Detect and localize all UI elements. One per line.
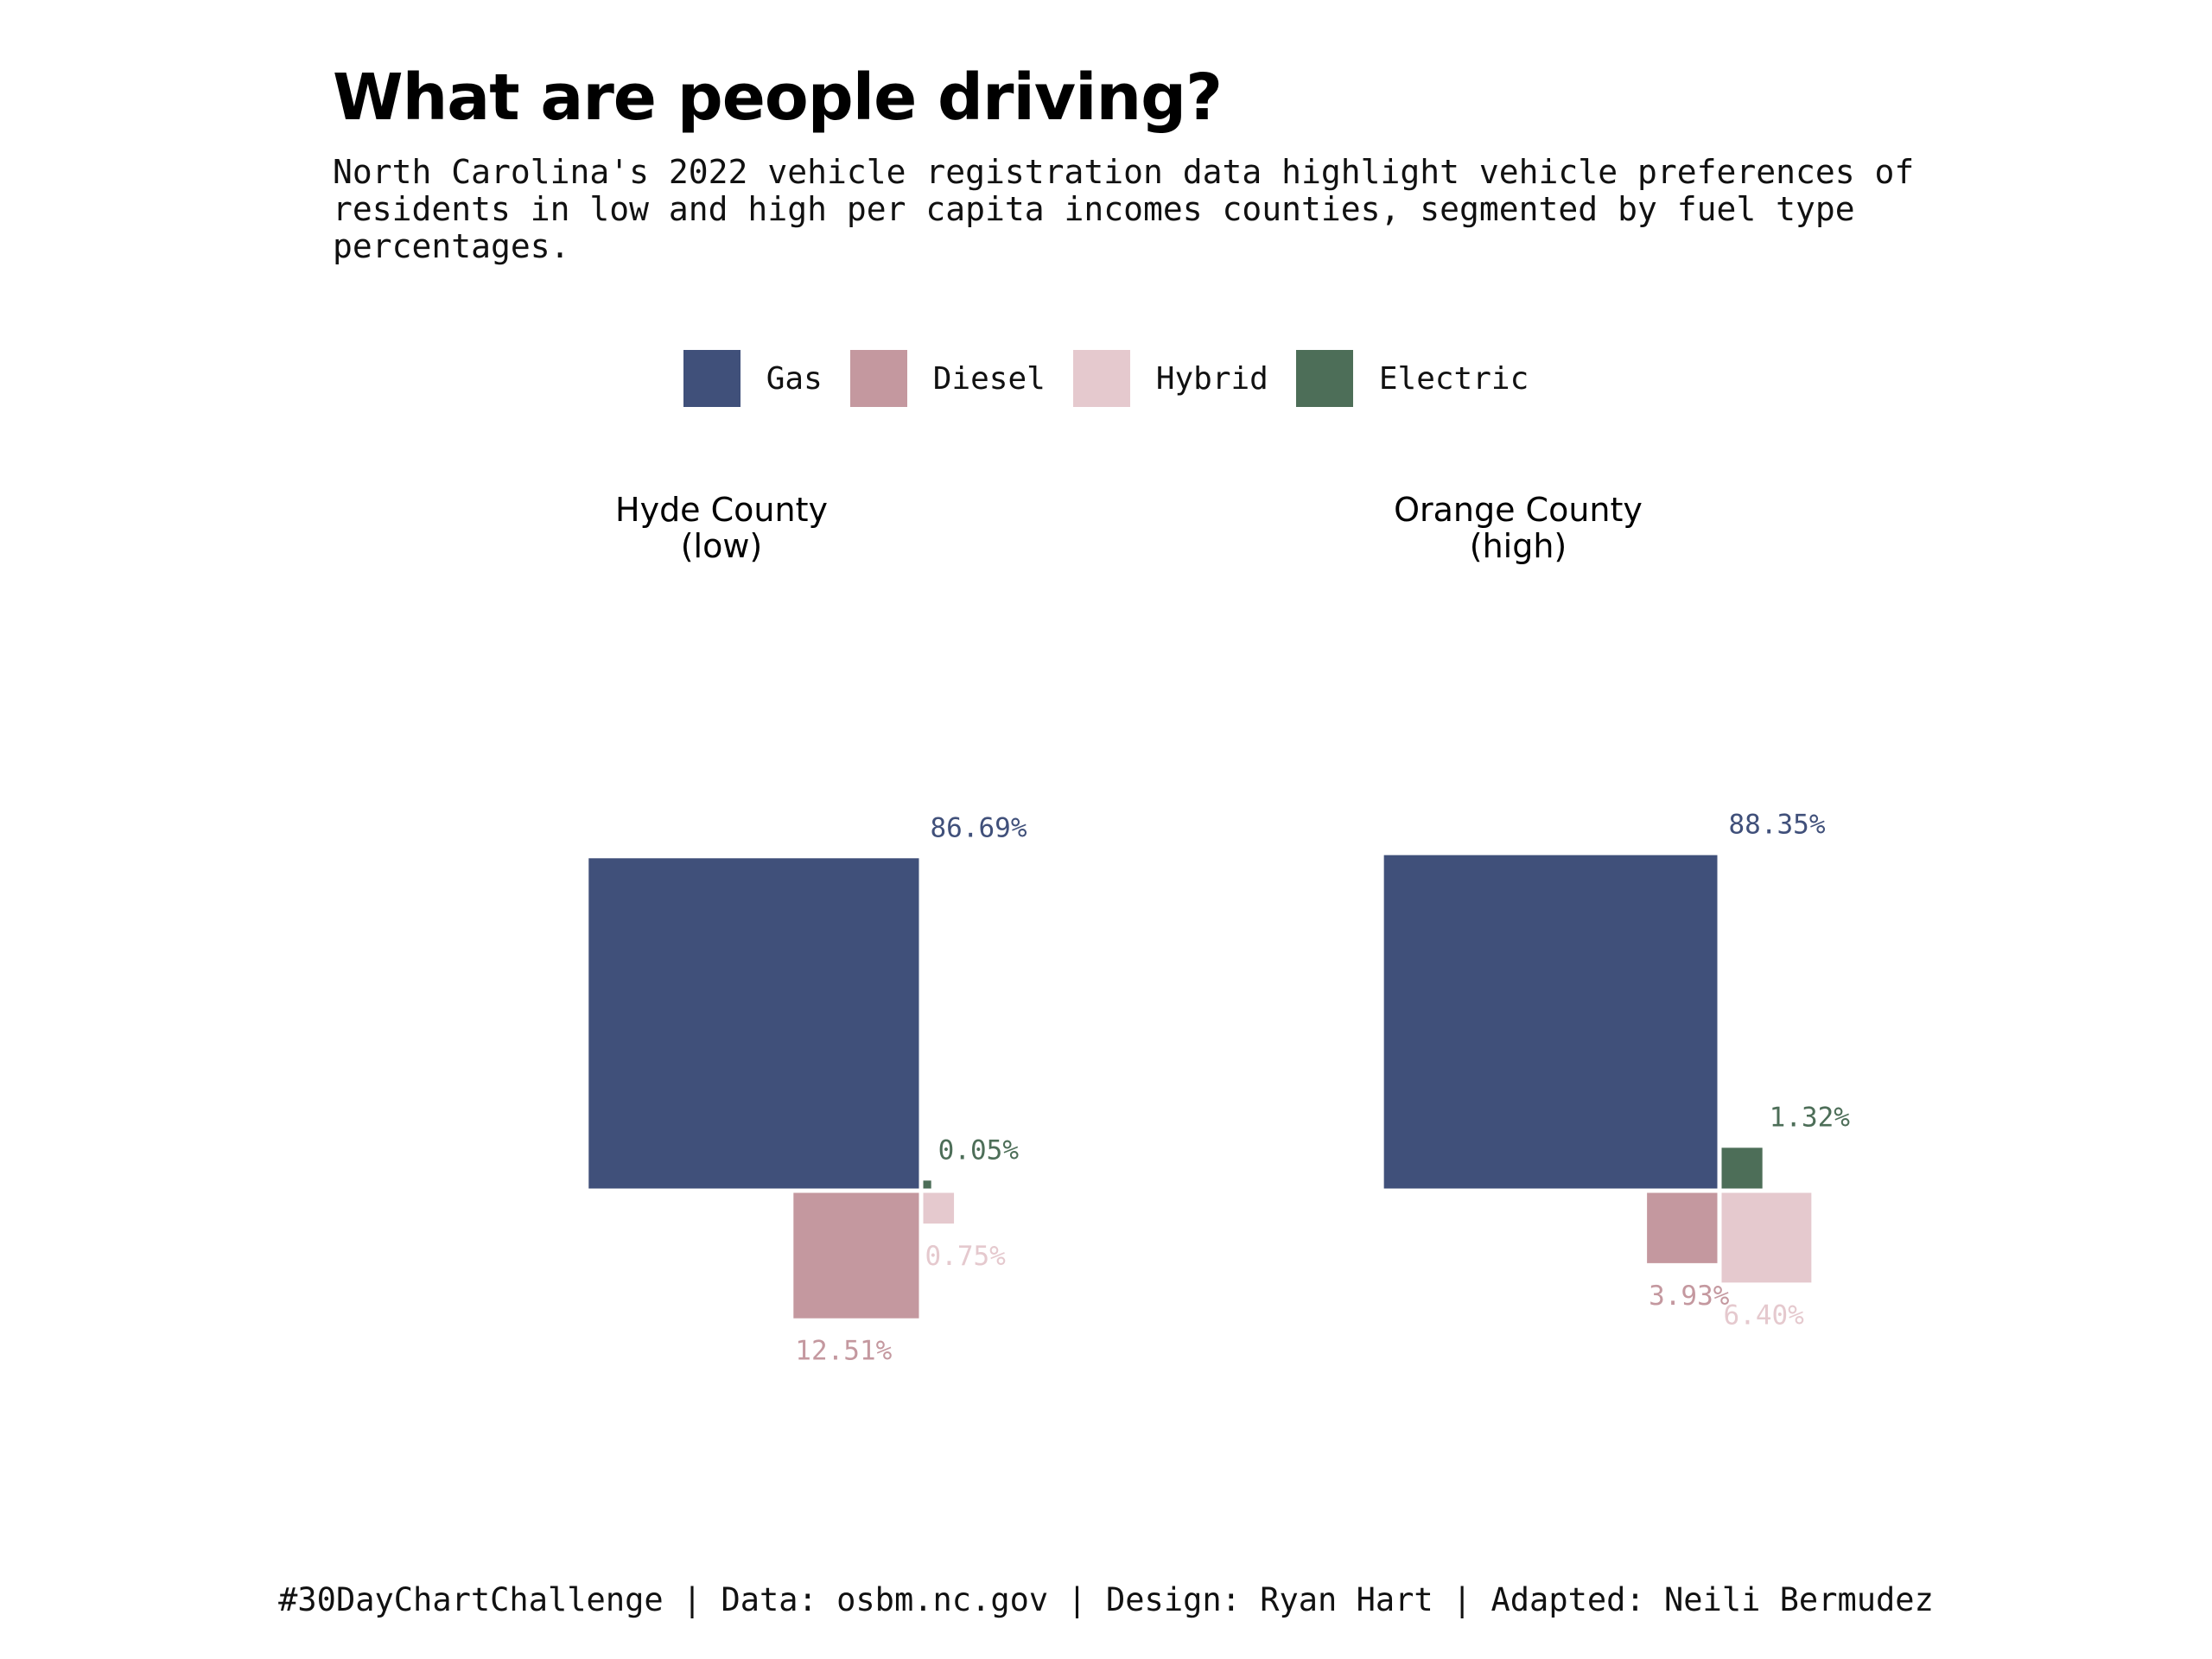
value-labels-orange: 88.35% 1.32% 3.93%6.40% bbox=[1649, 810, 1850, 1332]
square-diesel bbox=[793, 1192, 919, 1319]
legend-swatch-diesel bbox=[849, 350, 907, 407]
chart-subtitle: North Carolina's 2022 vehicle registrati… bbox=[333, 153, 1915, 265]
legend-item-diesel: Diesel bbox=[849, 350, 1046, 407]
value-label-electric: 1.32% bbox=[1770, 1102, 1851, 1133]
panel-title-hyde-line1: Hyde County bbox=[615, 491, 828, 529]
legend-label-electric: Electric bbox=[1378, 360, 1529, 397]
value-label-diesel: 12.51% bbox=[795, 1336, 892, 1367]
legend-item-hybrid: Hybrid bbox=[1072, 350, 1268, 407]
panel-title-orange-line1: Orange County bbox=[1394, 491, 1643, 529]
square-gas bbox=[1383, 855, 1718, 1189]
value-label-gas: 86.69% bbox=[931, 812, 1027, 843]
panel-hyde: Hyde County (low) 86.69% 0.05% 12.51% 0.75% bbox=[588, 491, 1027, 1367]
value-label-gas: 88.35% bbox=[1729, 810, 1826, 841]
legend-label-hybrid: Hybrid bbox=[1155, 360, 1268, 397]
square-hybrid bbox=[923, 1192, 955, 1224]
chart-caption: #30DayChartChallenge | Data: osbm.nc.gov… bbox=[278, 1581, 1934, 1618]
legend-item-electric: Electric bbox=[1295, 350, 1529, 407]
value-label-hybrid: 6.40% bbox=[1724, 1300, 1805, 1331]
legend-label-diesel: Diesel bbox=[932, 360, 1046, 397]
legend: Gas Diesel Hybrid Electric bbox=[0, 348, 2212, 409]
square-electric bbox=[923, 1180, 931, 1189]
panel-title-orange-line2: (high) bbox=[1470, 527, 1567, 565]
legend-swatch-electric bbox=[1295, 350, 1353, 407]
value-labels-hyde: 86.69% 0.05% 12.51% 0.75% bbox=[795, 812, 1027, 1366]
legend-swatch-gas bbox=[683, 350, 741, 407]
legend-label-gas: Gas bbox=[766, 360, 823, 397]
square-electric bbox=[1721, 1147, 1763, 1189]
panel-orange: Orange County (high) 88.35% 1.32% 3.93%6.4… bbox=[1383, 491, 1850, 1332]
square-hybrid bbox=[1721, 1192, 1812, 1283]
square-gas bbox=[588, 858, 919, 1189]
square-diesel bbox=[1647, 1192, 1718, 1263]
chart-title: What are people driving? bbox=[333, 60, 1223, 135]
panel-title-hyde-line2: (low) bbox=[681, 527, 763, 565]
squares-orange bbox=[1383, 855, 1812, 1283]
squares-hyde bbox=[588, 858, 955, 1319]
value-label-diesel: 3.93% bbox=[1649, 1281, 1730, 1312]
value-label-hybrid: 0.75% bbox=[925, 1241, 1007, 1272]
value-label-electric: 0.05% bbox=[938, 1135, 1020, 1166]
legend-swatch-hybrid bbox=[1072, 350, 1130, 407]
legend-item-gas: Gas bbox=[683, 350, 823, 407]
